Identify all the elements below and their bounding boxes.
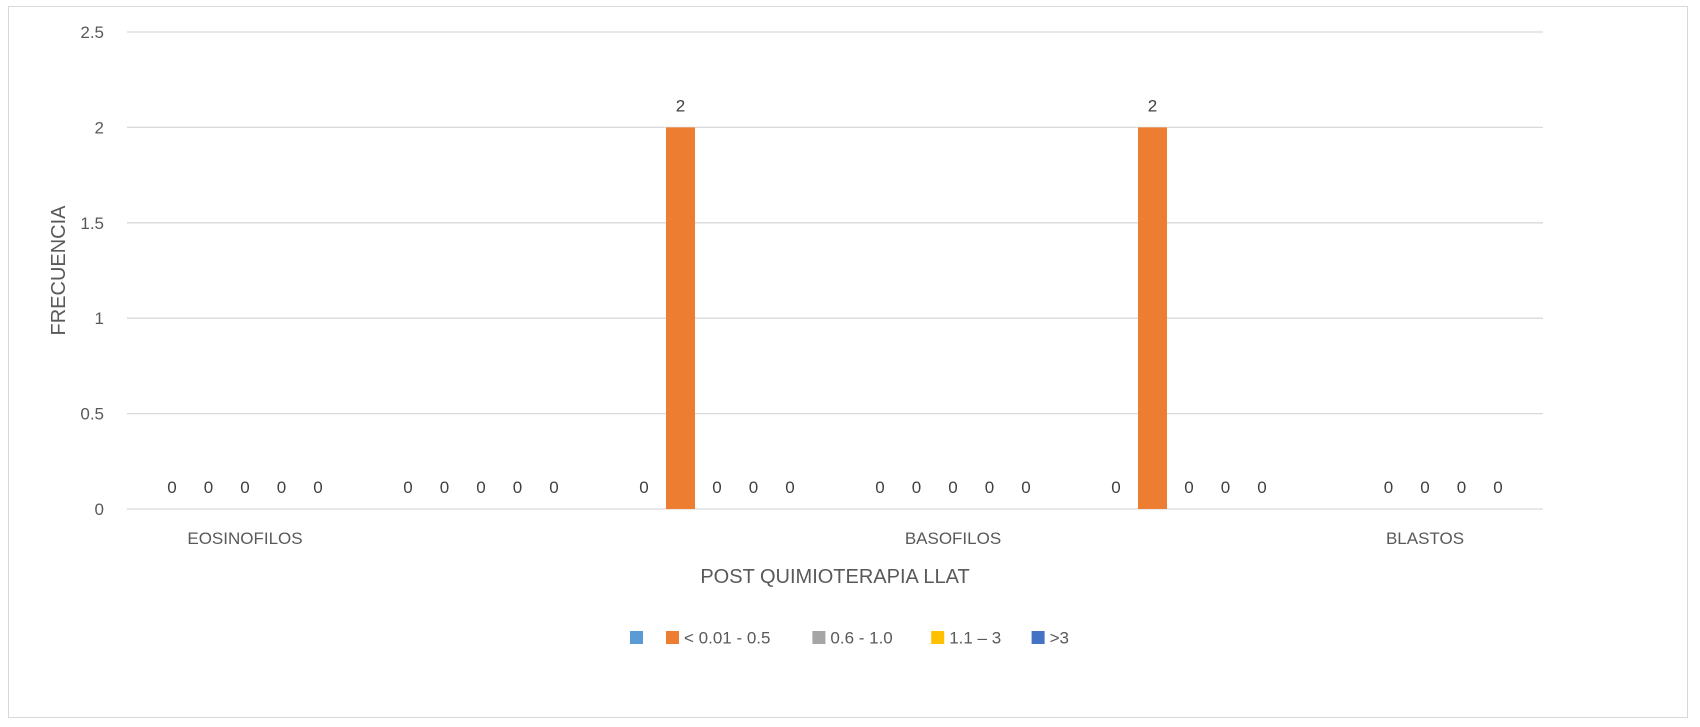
category-label: BLASTOS	[1386, 529, 1464, 548]
y-tick-label: 2	[95, 118, 104, 137]
data-label: 0	[549, 478, 558, 497]
y-tick-label: 0.5	[80, 405, 104, 424]
data-label: 0	[313, 478, 322, 497]
category-label: EOSINOFILOS	[187, 529, 302, 548]
legend-swatch	[812, 631, 826, 644]
data-label: 0	[1493, 478, 1502, 497]
data-label: 0	[948, 478, 957, 497]
data-label: 0	[476, 478, 485, 497]
data-label: 0	[985, 478, 994, 497]
y-tick-label: 1	[95, 309, 104, 328]
data-label: 0	[1257, 478, 1266, 497]
legend-label: >3	[1050, 629, 1069, 648]
data-label: 0	[167, 478, 176, 497]
data-label: 0	[1021, 478, 1030, 497]
data-label: 0	[1420, 478, 1429, 497]
y-tick-label: 1.5	[80, 214, 104, 233]
category-label: BASOFILOS	[905, 529, 1001, 548]
x-axis-title: POST QUIMIOTERAPIA LLAT	[700, 566, 969, 588]
data-label: 0	[785, 478, 794, 497]
legend-swatch	[931, 631, 945, 644]
data-label: 2	[1148, 96, 1157, 115]
data-label: 0	[912, 478, 921, 497]
category-labels: EOSINOFILOS BASOFILOS BLASTOS	[187, 529, 1464, 548]
legend-label: < 0.01 - 0.5	[684, 629, 770, 648]
data-label: 0	[1384, 478, 1393, 497]
data-label: 0	[639, 478, 648, 497]
data-label: 0	[204, 478, 213, 497]
data-label: 0	[749, 478, 758, 497]
data-label: 0	[875, 478, 884, 497]
data-label: 0	[1184, 478, 1193, 497]
y-tick-label: 2.5	[80, 23, 104, 42]
legend-label: 1.1 – 3	[949, 629, 1001, 648]
gridlines	[127, 31, 1543, 510]
data-label: 2	[676, 96, 685, 115]
data-label: 0	[240, 478, 249, 497]
bar	[1138, 127, 1167, 510]
y-tick-label: 0	[95, 500, 104, 519]
data-labels: 0 0 0 0 0 0 0 0 0 0 0 2 0 0 0 0 0 0 0 0 0 2 0 0 0 0 0 0 0	[167, 96, 1502, 497]
legend-swatch	[630, 631, 643, 644]
data-label: 0	[1457, 478, 1466, 497]
chart-frame	[8, 6, 1688, 718]
legend-swatch	[666, 631, 679, 644]
legend: < 0.01 - 0.5 0.6 - 1.0 1.1 – 3 >3	[630, 629, 1069, 648]
y-tick-labels: 0 0.5 1 1.5 2 2.5	[80, 23, 104, 519]
data-label: 0	[1111, 478, 1120, 497]
data-label: 0	[440, 478, 449, 497]
y-axis-title: FRECUENCIA	[48, 205, 70, 336]
bars	[666, 127, 1167, 510]
bar	[666, 127, 695, 510]
data-label: 0	[1221, 478, 1230, 497]
data-label: 0	[403, 478, 412, 497]
legend-label: 0.6 - 1.0	[830, 629, 892, 648]
data-label: 0	[277, 478, 286, 497]
data-label: 0	[513, 478, 522, 497]
data-label: 0	[712, 478, 721, 497]
legend-swatch	[1031, 631, 1045, 644]
